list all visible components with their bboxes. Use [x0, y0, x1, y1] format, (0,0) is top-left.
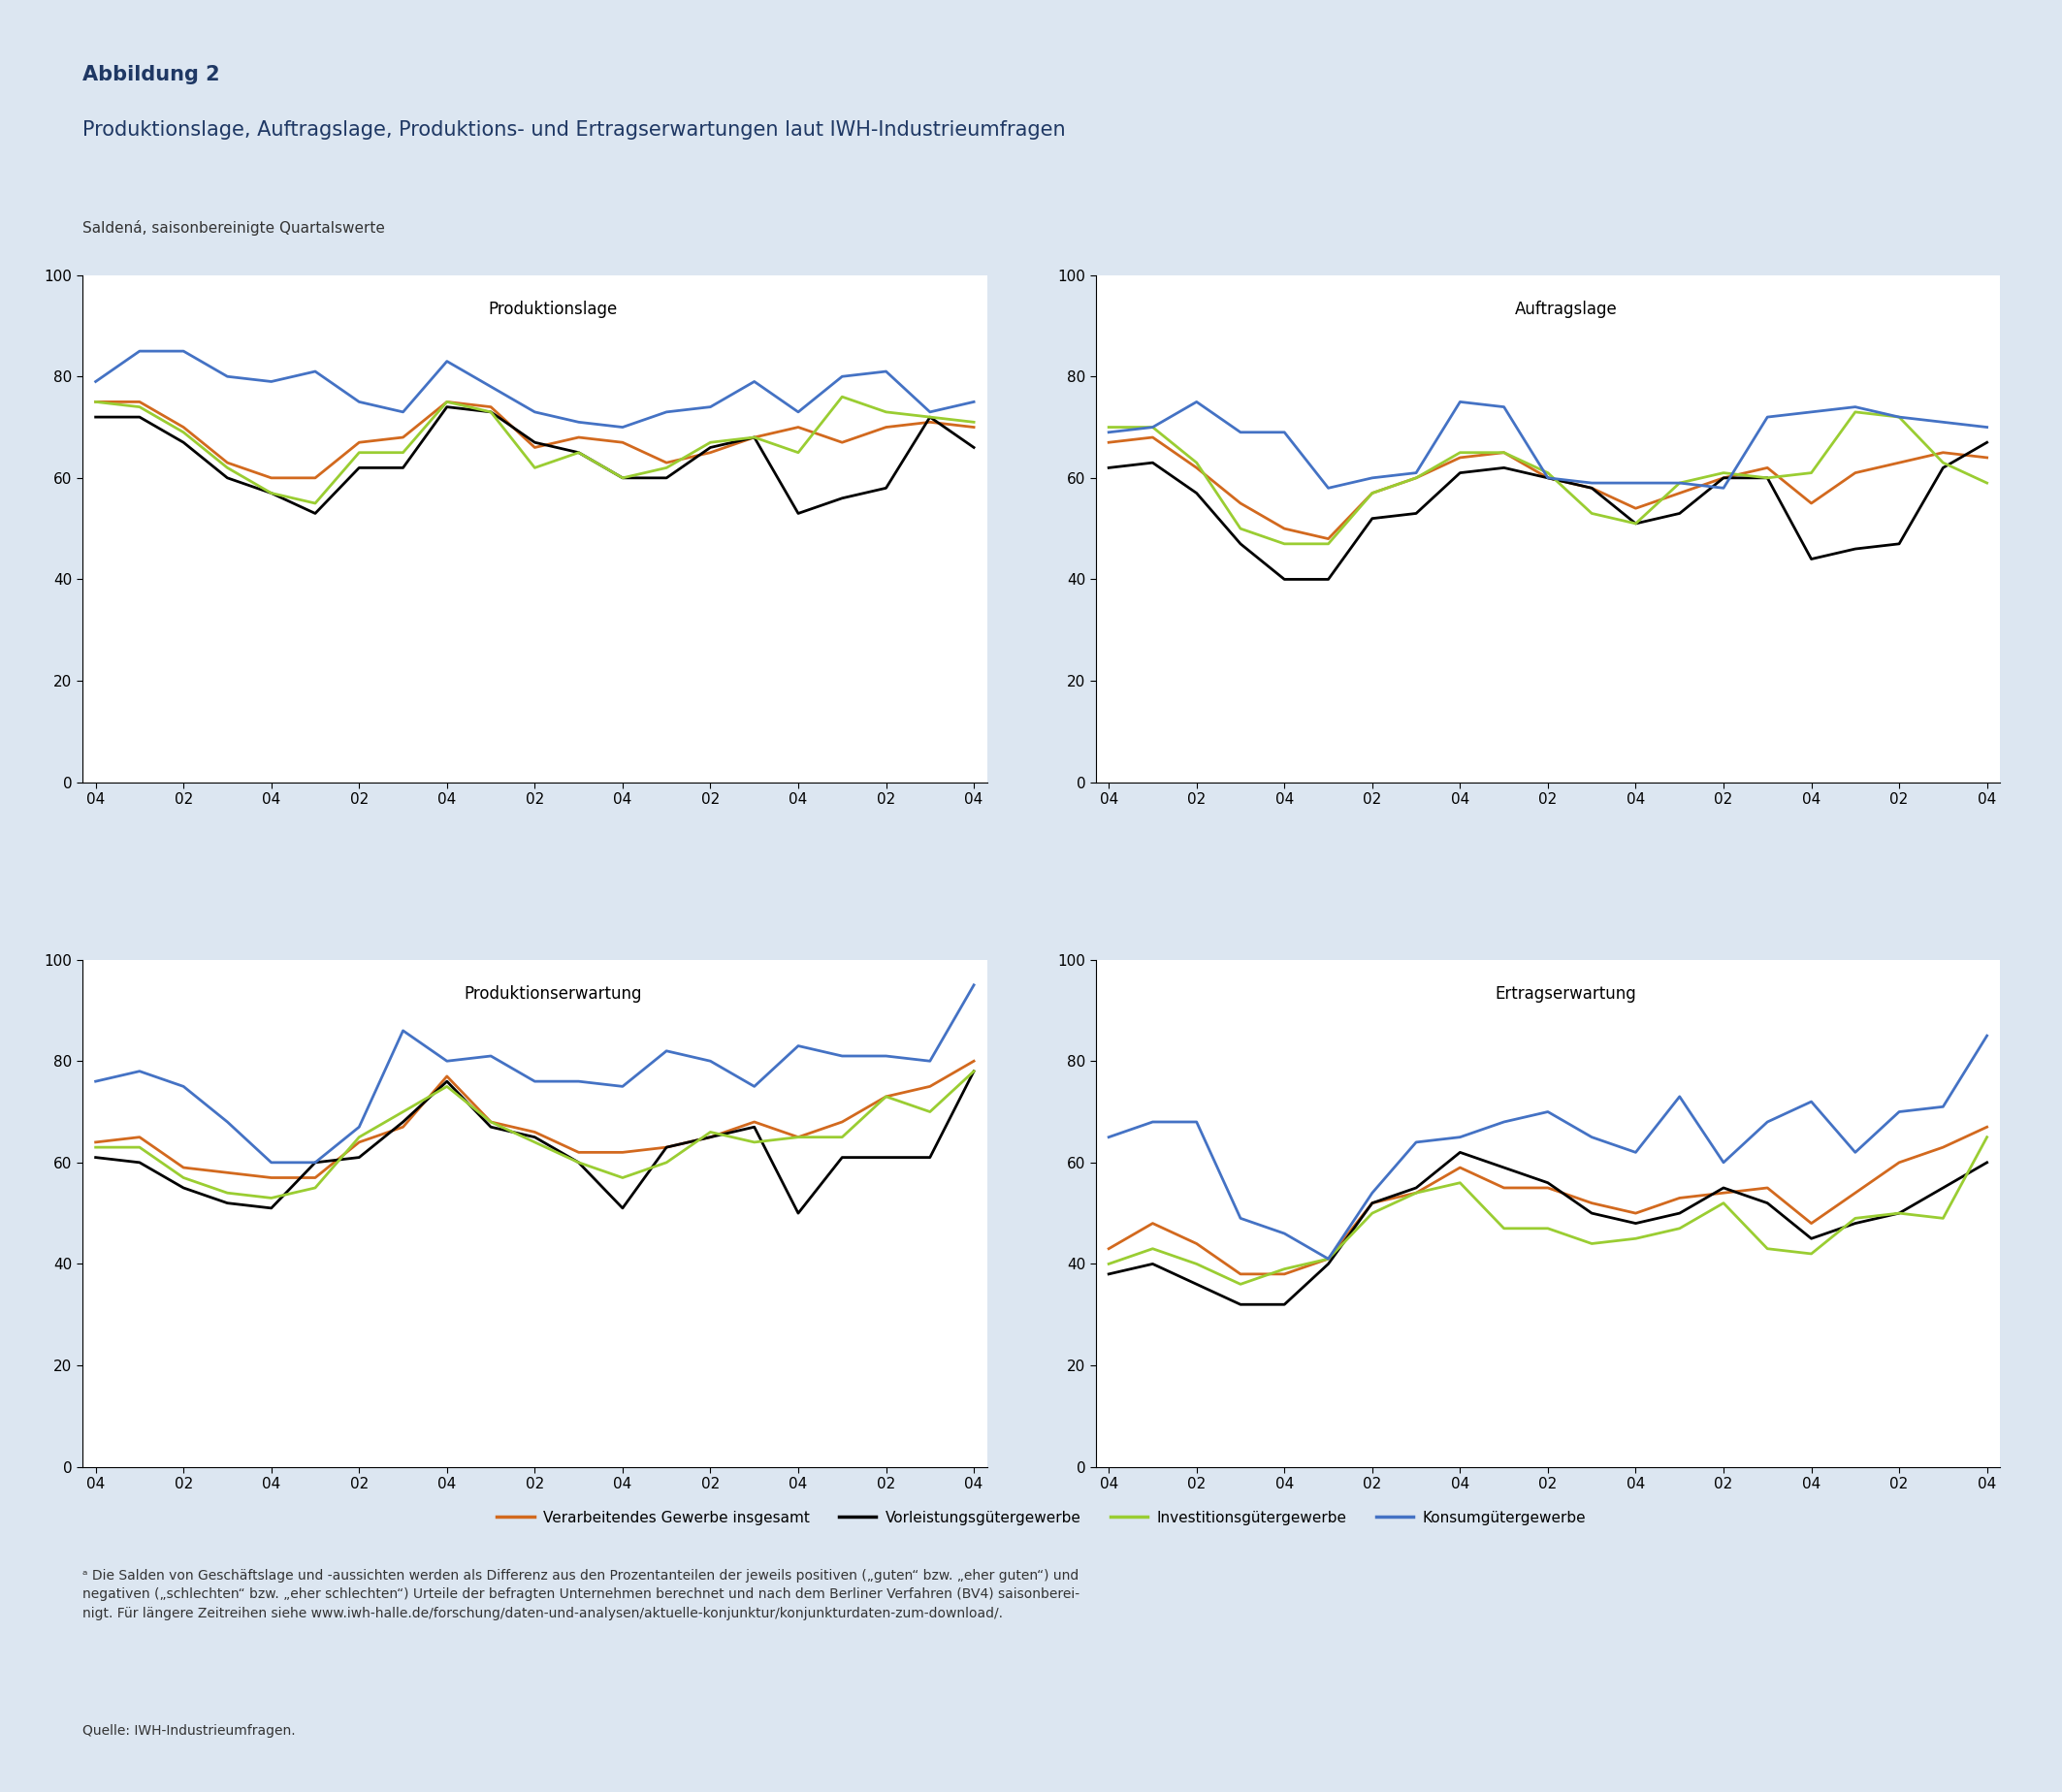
Text: ᵃ Die Salden von Geschäftslage und -aussichten werden als Differenz aus den Proz: ᵃ Die Salden von Geschäftslage und -auss… — [82, 1570, 1080, 1620]
Text: Produktionslage: Produktionslage — [489, 301, 617, 317]
Text: Produktionserwartung: Produktionserwartung — [464, 986, 641, 1002]
Text: Quelle: IWH-Industrieumfragen.: Quelle: IWH-Industrieumfragen. — [82, 1724, 295, 1738]
Text: Produktionslage, Auftragslage, Produktions- und Ertragserwartungen laut IWH-Indu: Produktionslage, Auftragslage, Produktio… — [82, 120, 1066, 140]
Text: Abbildung 2: Abbildung 2 — [82, 65, 221, 84]
Text: Saldená, saisonbereinigte Quartalswerte: Saldená, saisonbereinigte Quartalswerte — [82, 220, 386, 235]
Legend: Verarbeitendes Gewerbe insgesamt, Vorleistungsgütergewerbe, Investitionsgütergew: Verarbeitendes Gewerbe insgesamt, Vorlei… — [491, 1505, 1592, 1530]
Text: Auftragslage: Auftragslage — [1516, 301, 1617, 317]
Text: Ertragserwartung: Ertragserwartung — [1495, 986, 1637, 1002]
